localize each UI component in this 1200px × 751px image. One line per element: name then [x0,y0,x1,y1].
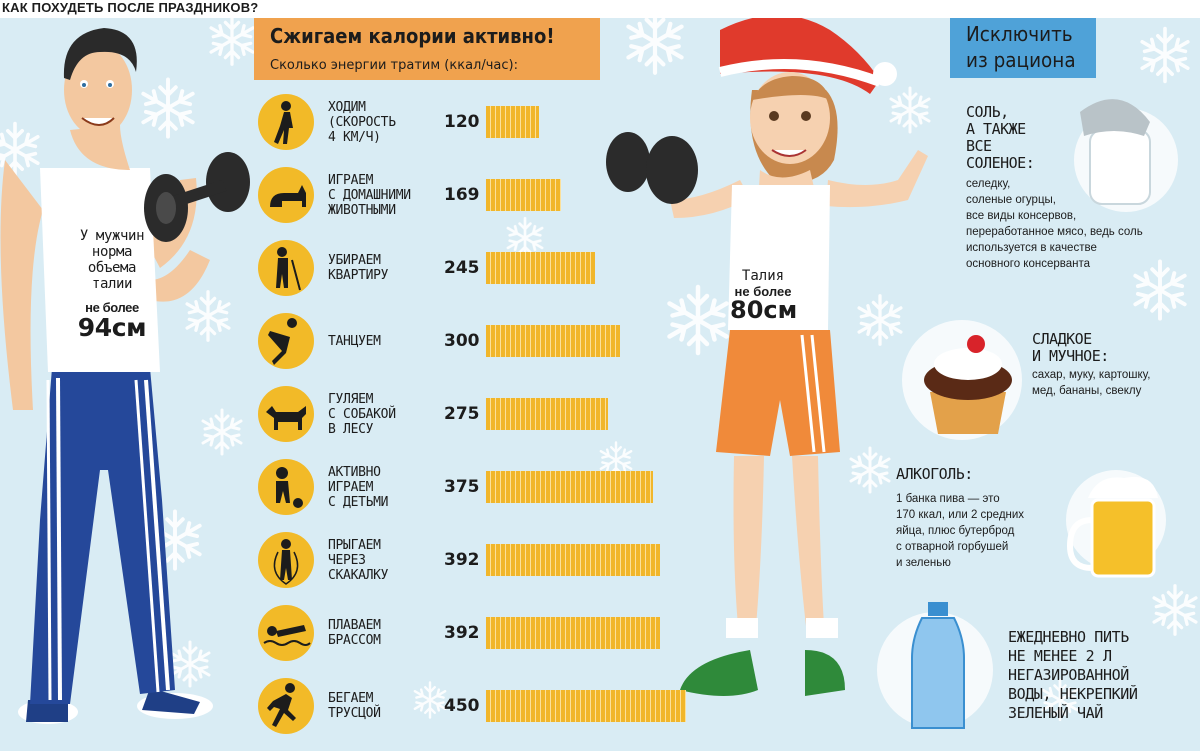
chart-bar [486,471,653,503]
chart-bar [486,252,595,284]
chart-category-label: прыгаем через скакалку [328,537,389,583]
title-strip [0,0,1200,18]
chart-category-label: плаваем брассом [328,618,381,648]
chart-category-label: убираем квартиру [328,253,389,283]
chart-category-label: бегаем трусцой [328,691,381,721]
chart-value-label: 392 [444,550,480,570]
chart-category-label: гуляем с собакой в лесу [328,391,396,437]
child-ball-icon [258,459,314,515]
calories-subtitle: Сколько энергии тратим (ккал/час): [270,58,518,73]
water-bottle-icon [911,602,965,729]
chart-row: играем с домашними животными 169 [258,165,718,225]
page-title: КАК ПОХУДЕТЬ ПОСЛЕ ПРАЗДНИКОВ? [2,0,259,15]
chart-category-label: играем с домашними животными [328,172,411,218]
chart-value-label: 169 [444,185,480,205]
woman-limit-prefix: не более [734,284,792,299]
swimmer-icon [258,605,314,661]
chart-value-label: 120 [444,112,480,132]
woman-limit-value: 80см [730,296,798,324]
chart-category-label: танцуем [328,333,381,349]
mopping-person-icon [258,240,314,296]
chart-row: активно играем с детьми 375 [258,457,718,517]
man-waist-text: У мужчин норма объема талии [79,228,145,292]
dog-icon [258,386,314,442]
chart-category-label: ходим (скорость 4 км/ч) [328,99,396,145]
jump-rope-icon [258,532,314,588]
chart-row: гуляем с собакой в лесу 275 [258,384,718,444]
woman-waist-text: Талия [741,268,785,284]
cat-icon [258,167,314,223]
water-tip: Ежедневно пить не менее 2 л негазированн… [1008,628,1138,722]
runner-icon [258,678,314,734]
chart-row: ходим (скорость 4 км/ч) 120 [258,92,718,152]
exclude-sweets: сладкое и мучное: сахар, муку, картошку,… [1032,331,1150,399]
illustration-layer [0,18,1198,729]
exclude-salt-body: селедку, соленые огурцы, все виды консер… [966,178,1143,270]
salt-shaker-icon [1080,99,1151,205]
exclude-salt-head: соль, а также все соленое: [966,103,1035,172]
man-waist-label: У мужчин норма объема талии не более 94с… [60,228,164,342]
chart-bar [486,690,686,722]
chart-value-label: 300 [444,331,480,351]
beer-mug-icon [1066,476,1158,578]
exclude-alcohol-head: алкоголь: [896,465,973,483]
man-illustration [0,28,250,724]
dancing-person-icon [258,313,314,369]
exclude-header: Исключить из рациона [950,18,1096,78]
chart-value-label: 245 [444,258,480,278]
chart-row: убираем квартиру 245 [258,238,718,298]
chart-row: прыгаем через скакалку 392 [258,530,718,590]
chart-value-label: 450 [444,696,480,716]
exclude-sweets-body: сахар, муку, картошку, мед, бананы, свек… [1032,369,1151,397]
chart-value-label: 392 [444,623,480,643]
exclude-title-line2: из рациона [966,48,1076,72]
chart-row: танцуем 300 [258,311,718,371]
chart-category-label: активно играем с детьми [328,464,389,510]
chart-bar [486,617,660,649]
cupcake-icon [924,335,1012,434]
exclude-salt: соль, а также все соленое: селедку, соле… [966,104,1143,272]
man-limit-prefix: не более [85,300,139,315]
chart-row: плаваем брассом 392 [258,603,718,663]
chart-value-label: 275 [444,404,480,424]
chart-bar [486,544,660,576]
chart-bar [486,325,620,357]
chart-value-label: 375 [444,477,480,497]
chart-bar [486,179,561,211]
exclude-alcohol: алкоголь: 1 банка пива — это 170 ккал, и… [896,466,1024,571]
man-limit-value: 94см [77,313,147,342]
chart-row: бегаем трусцой 450 [258,676,718,736]
walking-person-icon [258,94,314,150]
exclude-title-line1: Исключить [966,22,1073,46]
woman-illustration [606,18,928,696]
chart-bar [486,106,539,138]
calories-title: Сжигаем калории активно! [270,24,555,48]
woman-waist-label: Талия не более 80см [730,268,798,324]
exclude-sweets-head: сладкое и мучное: [1032,330,1109,365]
calories-header: Сжигаем калории активно! Сколько энергии… [254,18,600,80]
chart-bar [486,398,608,430]
exclude-alcohol-body: 1 банка пива — это 170 ккал, или 2 средн… [896,493,1025,569]
